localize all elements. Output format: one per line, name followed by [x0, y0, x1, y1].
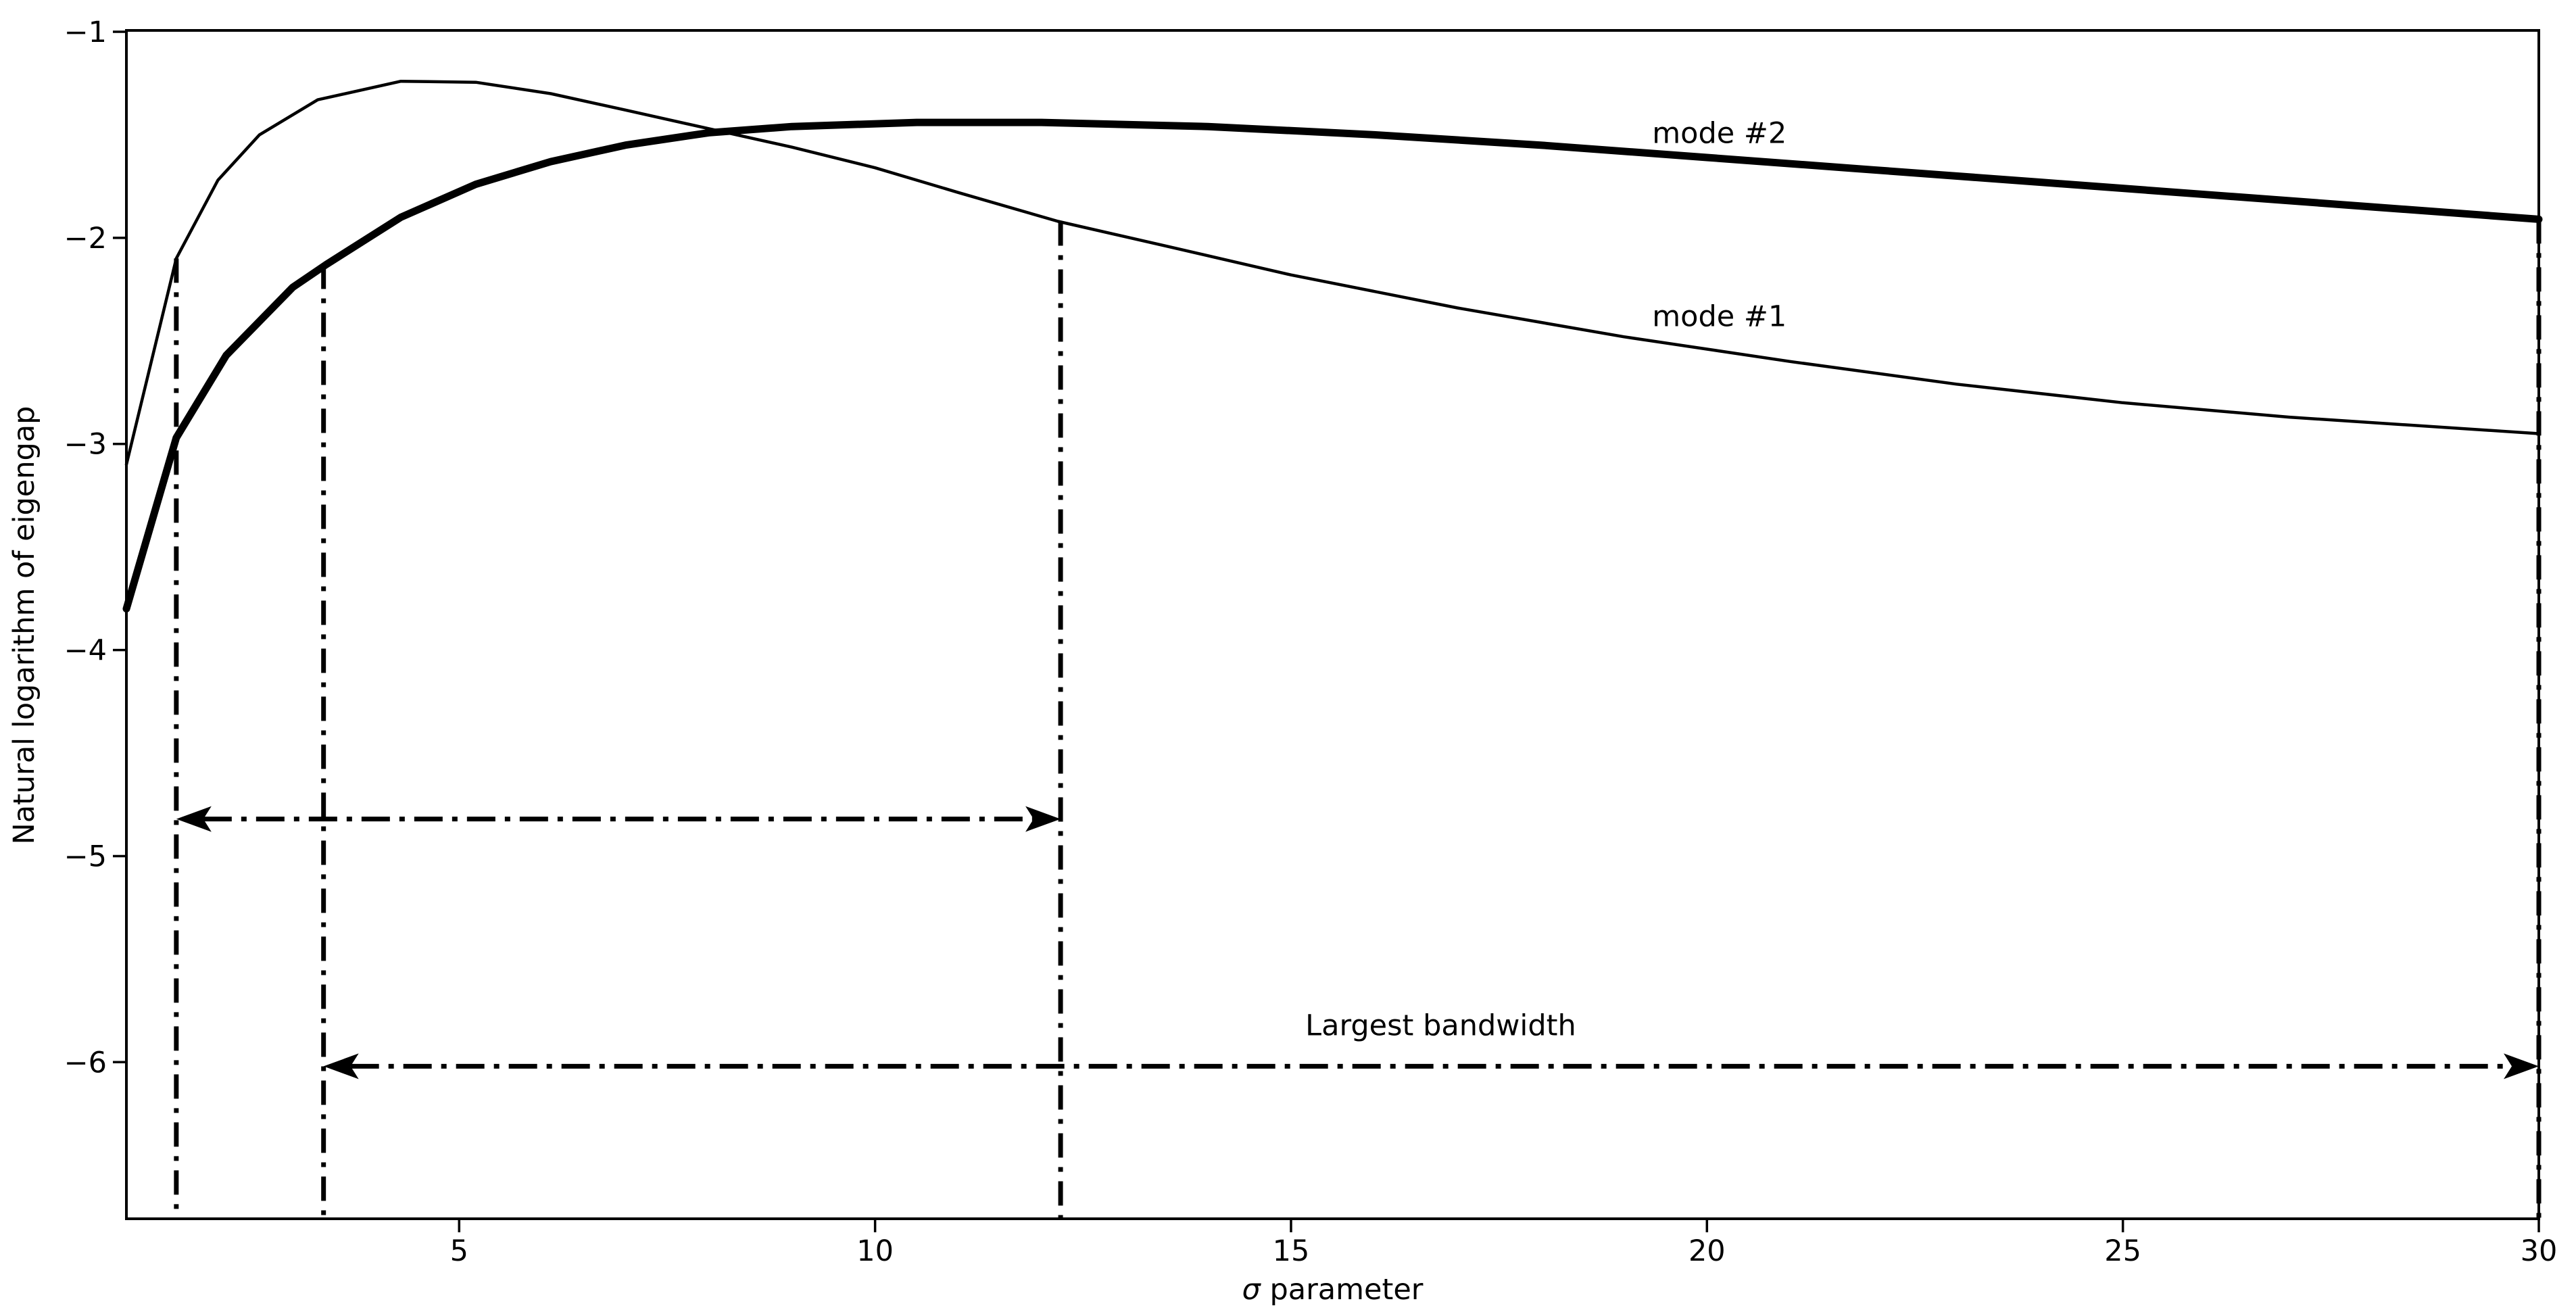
y-axis-tick-label: −2 — [64, 222, 107, 256]
series-curve-mode-1 — [124, 79, 2541, 466]
y-axis-tick-label: −6 — [64, 1046, 107, 1080]
arrowhead-left-icon — [323, 1053, 359, 1080]
annotation-mode-1: mode #1 — [1652, 300, 1787, 334]
x-axis-tick-label: 10 — [856, 1234, 894, 1268]
series-curve-mode-2 — [122, 118, 2543, 613]
annotation-largest-bandwidth: Largest bandwidth — [1305, 1009, 1576, 1042]
x-axis-tick-label: 30 — [2521, 1234, 2558, 1268]
x-axis-tick-label: 20 — [1688, 1234, 1726, 1268]
x-axis-tick-label: 5 — [450, 1234, 468, 1268]
arrowhead-right-icon — [2504, 1053, 2539, 1080]
annotation-mode-2: mode #2 — [1652, 116, 1787, 150]
x-axis-label: σ parameter — [1242, 1273, 1424, 1305]
y-axis-tick-label: −5 — [64, 840, 107, 873]
y-axis-tick-label: −3 — [64, 428, 107, 462]
arrowhead-right-icon — [1025, 806, 1061, 832]
y-axis-tick-label: −4 — [64, 634, 107, 668]
x-axis-label-rest: parameter — [1261, 1273, 1424, 1305]
y-axis-label: Natural logarithm of eigengap — [7, 406, 41, 845]
x-axis-tick-label: 15 — [1273, 1234, 1310, 1268]
y-axis-tick-label: −1 — [64, 16, 107, 49]
x-axis-tick-label: 25 — [2104, 1234, 2141, 1268]
arrowhead-left-icon — [176, 806, 212, 832]
x-axis-label-sigma: σ — [1242, 1273, 1262, 1305]
